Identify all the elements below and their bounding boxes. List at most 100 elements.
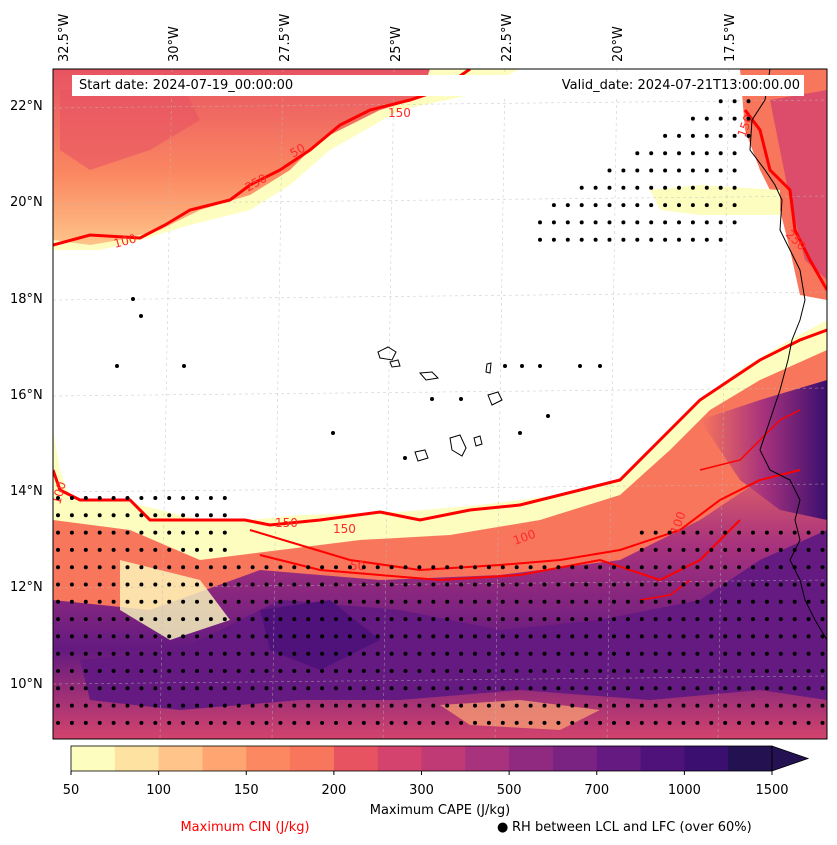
colorbar-tick-label: 500: [497, 783, 522, 798]
rh-dot: [667, 720, 672, 725]
colorbar-segment: [333, 746, 379, 771]
rh-dot: [690, 151, 695, 156]
rh-dot: [695, 669, 700, 673]
rh-dot: [820, 669, 825, 673]
rh-dot: [792, 634, 797, 639]
rh-dot: [320, 720, 325, 725]
rh-dot: [500, 686, 505, 691]
rh-dot: [514, 703, 519, 708]
rh-dot: [236, 565, 241, 570]
rh-dot: [649, 220, 654, 225]
rh-dot: [139, 513, 144, 518]
rh-dot: [653, 530, 658, 535]
rh-dot: [792, 599, 797, 604]
rh-dot: [278, 582, 283, 587]
rh-dot: [97, 513, 102, 518]
rh-dot: [292, 720, 297, 725]
rh-dot: [695, 530, 700, 535]
rh-dot: [653, 703, 658, 708]
rh-dot: [820, 617, 825, 622]
rh-dot: [607, 185, 612, 190]
rh-dot: [445, 651, 450, 656]
rh-dot: [56, 686, 60, 691]
rh-dot: [653, 599, 658, 604]
rh-dot: [264, 634, 269, 639]
rh-dot: [681, 599, 686, 604]
rh-dot: [514, 686, 519, 691]
rh-dot: [403, 686, 408, 691]
rh-dot: [403, 582, 408, 587]
rh-dot: [486, 617, 491, 622]
rh-dot: [528, 565, 533, 570]
rh-dot: [486, 703, 491, 708]
rh-dot: [542, 720, 547, 725]
rh-dot: [737, 634, 742, 639]
rh-dot: [709, 634, 714, 639]
rh-dot: [361, 669, 366, 673]
rh-dot: [97, 634, 102, 639]
rh-dot: [690, 185, 695, 190]
rh-dot: [570, 565, 575, 570]
rh-dot: [83, 599, 88, 604]
rh-dot: [417, 617, 422, 622]
rh-dot: [625, 686, 630, 691]
rh-dot: [709, 582, 714, 587]
rh-dot: [704, 151, 709, 156]
rh-dot: [528, 599, 533, 604]
rh-dot: [334, 565, 338, 570]
rh-dot: [751, 599, 755, 604]
rh-dot: [806, 720, 811, 725]
rh-dot: [612, 634, 616, 639]
rh-dot: [153, 686, 158, 691]
rh-dot: [667, 686, 672, 691]
rh-dot: [570, 599, 575, 604]
rh-dot: [250, 599, 255, 604]
rh-dot: [445, 617, 450, 622]
rh-dot: [125, 686, 130, 691]
rh-dot: [403, 565, 408, 570]
rh-dot: [83, 496, 88, 500]
rh-dot: [778, 530, 783, 535]
rh-dot: [347, 599, 352, 604]
rh-dot: [361, 582, 366, 587]
rh-dot: [820, 634, 825, 639]
rh-dot: [607, 168, 612, 173]
rh-dot: [222, 530, 227, 535]
rh-dot: [695, 720, 700, 725]
rh-dot: [565, 203, 570, 208]
rh-dot: [732, 203, 737, 208]
rh-dot: [746, 99, 751, 104]
rh-dot: [570, 686, 575, 691]
rh-dot: [732, 185, 737, 190]
rh-dot: [486, 669, 491, 673]
rh-dot: [737, 669, 742, 673]
rh-dot: [473, 686, 477, 691]
rh-dot: [334, 617, 338, 622]
colorbar-segment: [71, 746, 116, 771]
rh-dot: [820, 565, 825, 570]
rh-dot: [222, 599, 227, 604]
lat-label: 18°N: [10, 292, 43, 307]
rh-dot: [486, 651, 491, 656]
rh-dot: [334, 686, 338, 691]
rh-dot: [431, 703, 436, 708]
rh-dot: [389, 565, 394, 570]
map-panel: 150 50 250 100 150 250 100 150 150 50 10…: [53, 69, 827, 739]
rh-dot: [639, 530, 644, 535]
rh-dot: [681, 565, 686, 570]
rh-dot: [222, 686, 227, 691]
rh-dot: [236, 703, 241, 708]
rh-dot: [97, 703, 102, 708]
rh-dot: [125, 617, 130, 622]
rh-dot: [69, 669, 74, 673]
rh-dot: [723, 530, 728, 535]
rh-dot: [732, 168, 737, 173]
colorbar-tick-label: 1500: [755, 783, 788, 798]
rh-dot: [695, 582, 700, 587]
rh-dot: [709, 565, 714, 570]
rh-dot: [737, 530, 742, 535]
rh-dot: [820, 686, 825, 691]
rh-dot: [459, 565, 464, 570]
rh-dot: [97, 686, 102, 691]
rh-dot: [584, 565, 589, 570]
